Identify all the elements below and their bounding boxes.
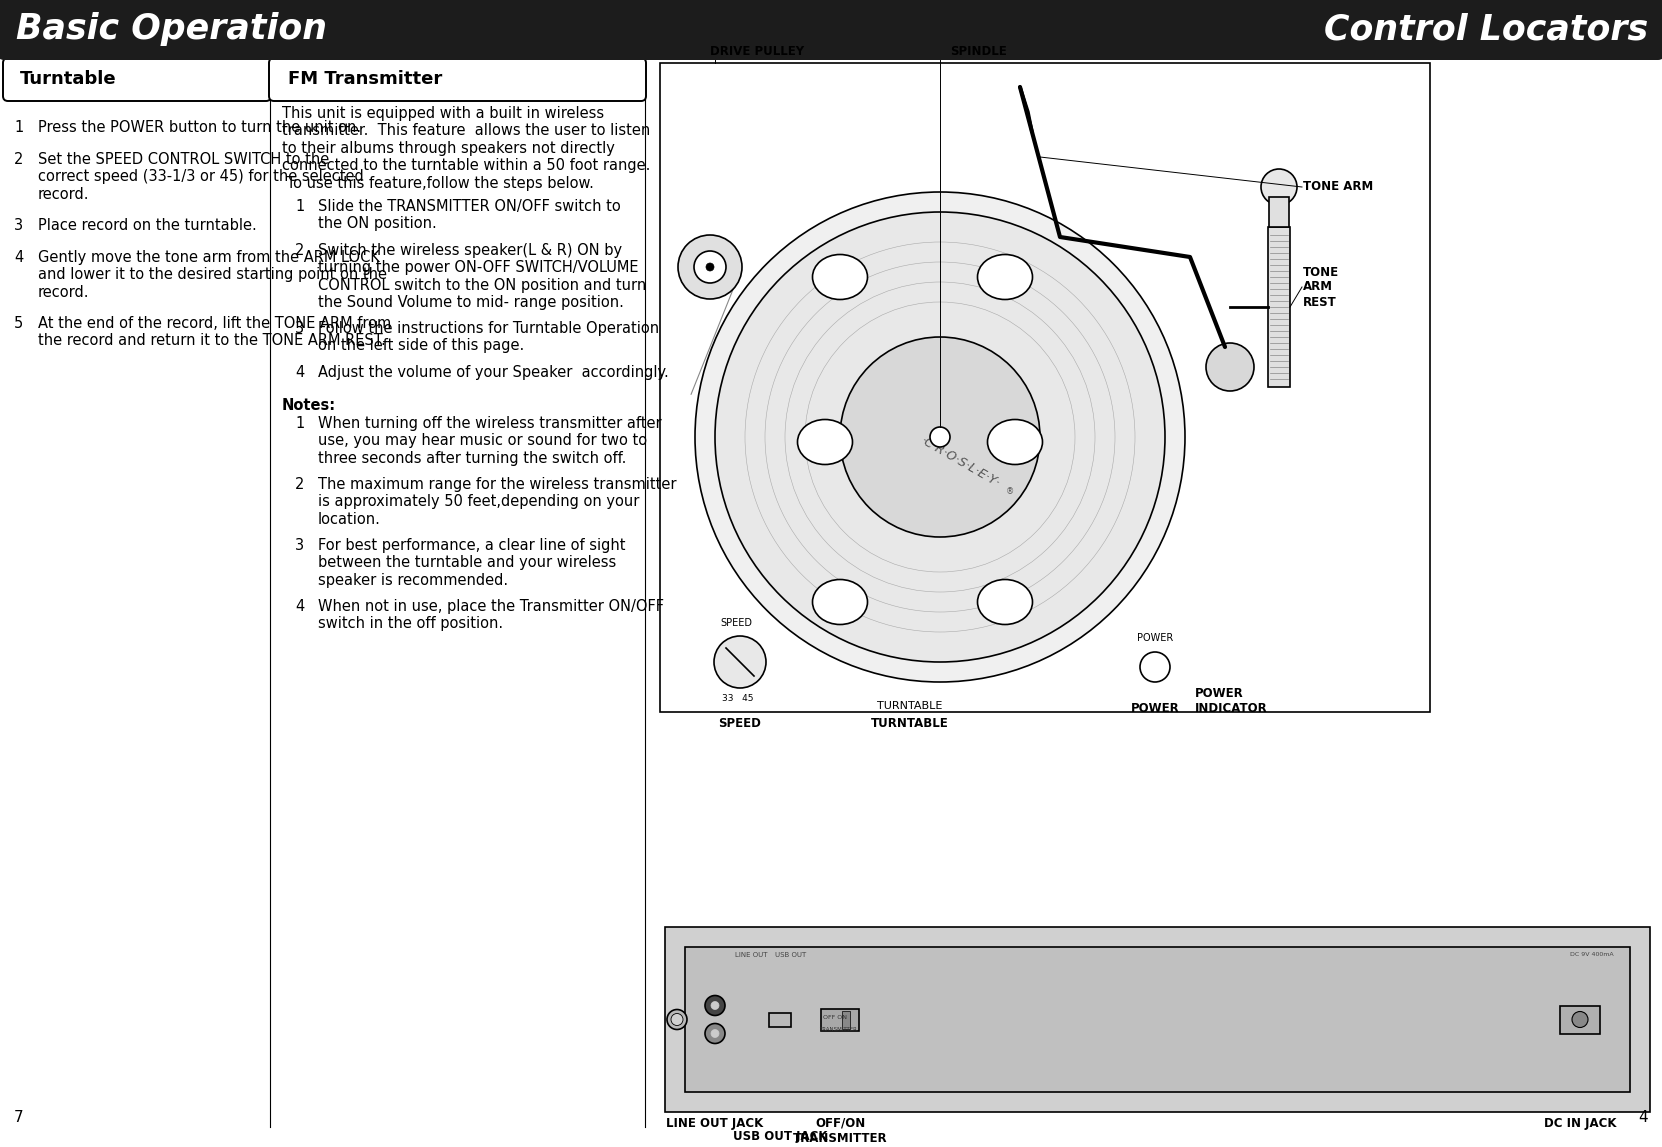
Text: POWER: POWER — [1130, 702, 1180, 715]
Bar — [665, 927, 1650, 1111]
Circle shape — [705, 996, 725, 1015]
Text: TONE ARM: TONE ARM — [1303, 180, 1373, 194]
FancyBboxPatch shape — [269, 58, 647, 101]
Bar — [660, 63, 1429, 712]
Text: Gently move the tone arm from the ARM LOCK
and lower it to the desired starting : Gently move the tone arm from the ARM LO… — [38, 250, 387, 299]
Bar — [1561, 1006, 1601, 1033]
Text: When turning off the wireless transmitter after
use, you may hear music or sound: When turning off the wireless transmitte… — [317, 416, 661, 466]
Circle shape — [839, 337, 1040, 537]
Text: 3: 3 — [13, 218, 23, 233]
Text: This unit is equipped with a built in wireless
transmitter.  This feature  allow: This unit is equipped with a built in wi… — [283, 106, 650, 190]
Text: Control Locators: Control Locators — [1325, 11, 1649, 46]
Text: 4: 4 — [294, 599, 304, 614]
Text: Switch the wireless speaker(L & R) ON by
turning the power ON-OFF SWITCH/VOLUME
: Switch the wireless speaker(L & R) ON by… — [317, 243, 647, 310]
Text: DC 9V 400mA: DC 9V 400mA — [1571, 952, 1614, 957]
Text: 2: 2 — [294, 477, 304, 492]
Text: TURNTABLE: TURNTABLE — [878, 701, 942, 711]
Text: POWER: POWER — [1137, 633, 1173, 643]
Text: 3: 3 — [294, 538, 304, 553]
Circle shape — [711, 1030, 720, 1038]
Bar — [685, 947, 1630, 1092]
Text: ®: ® — [1006, 487, 1014, 497]
Text: LINE OUT JACK: LINE OUT JACK — [666, 1117, 763, 1130]
Text: SPEED: SPEED — [720, 618, 751, 629]
Text: LINE OUT: LINE OUT — [735, 952, 768, 958]
Text: USB OUT: USB OUT — [774, 952, 806, 958]
Text: OFF/ON
TRANSMITTER: OFF/ON TRANSMITTER — [793, 1117, 888, 1145]
Ellipse shape — [798, 420, 853, 465]
Text: 4: 4 — [13, 250, 23, 265]
Text: POWER
INDICATOR: POWER INDICATOR — [1195, 687, 1268, 715]
Circle shape — [678, 235, 741, 299]
Circle shape — [671, 1014, 683, 1025]
Ellipse shape — [977, 579, 1032, 624]
Circle shape — [666, 1009, 686, 1030]
Circle shape — [695, 251, 726, 283]
Text: USB OUT JACK: USB OUT JACK — [733, 1130, 828, 1144]
Text: Notes:: Notes: — [283, 398, 336, 413]
Text: ·C·R·O·S·L·E·Y·: ·C·R·O·S·L·E·Y· — [917, 434, 1002, 490]
Bar — [770, 1013, 791, 1027]
Text: FM Transmitter: FM Transmitter — [288, 70, 442, 88]
Circle shape — [705, 1023, 725, 1044]
Bar — [843, 1011, 849, 1029]
Text: DC IN JACK: DC IN JACK — [1544, 1117, 1615, 1130]
Text: TRANSMITTER: TRANSMITTER — [819, 1027, 858, 1032]
Text: SPEED: SPEED — [718, 717, 761, 729]
Text: The maximum range for the wireless transmitter
is approximately 50 feet,dependin: The maximum range for the wireless trans… — [317, 477, 676, 526]
Circle shape — [715, 635, 766, 688]
Bar — [1268, 227, 1290, 387]
Text: Press the POWER button to turn the unit on.: Press the POWER button to turn the unit … — [38, 120, 361, 135]
Text: 3: 3 — [294, 321, 304, 336]
Text: DRIVE PULLEY: DRIVE PULLEY — [710, 45, 804, 58]
Ellipse shape — [977, 255, 1032, 299]
Circle shape — [1140, 651, 1170, 682]
Circle shape — [1261, 169, 1296, 205]
Circle shape — [711, 1001, 720, 1009]
Text: 7: 7 — [13, 1110, 23, 1125]
Text: 1: 1 — [294, 416, 304, 431]
Text: SPINDLE: SPINDLE — [951, 45, 1007, 58]
Text: Set the SPEED CONTROL SWITCH to the
correct speed (33-1/3 or 45) for the selecte: Set the SPEED CONTROL SWITCH to the corr… — [38, 153, 364, 202]
Text: Adjust the volume of your Speaker  accordingly.: Adjust the volume of your Speaker accord… — [317, 365, 668, 380]
Text: TONE
ARM
REST: TONE ARM REST — [1303, 265, 1340, 309]
Text: 2: 2 — [294, 243, 304, 258]
Circle shape — [695, 192, 1185, 682]
Circle shape — [715, 212, 1165, 662]
Circle shape — [1207, 343, 1255, 391]
Circle shape — [931, 427, 951, 447]
Text: 2: 2 — [13, 153, 23, 167]
Text: TURNTABLE: TURNTABLE — [871, 717, 949, 729]
FancyBboxPatch shape — [0, 0, 1662, 60]
Text: 5: 5 — [13, 317, 23, 331]
Text: Follow the instructions for Turntable Operation
on the left side of this page.: Follow the instructions for Turntable Op… — [317, 321, 660, 353]
Text: OFF ON: OFF ON — [823, 1015, 848, 1020]
Circle shape — [1572, 1012, 1587, 1028]
Circle shape — [706, 263, 715, 271]
Text: 1: 1 — [294, 198, 304, 214]
Text: 4: 4 — [294, 365, 304, 380]
FancyBboxPatch shape — [3, 58, 271, 101]
Text: At the end of the record, lift the TONE ARM from
the record and return it to the: At the end of the record, lift the TONE … — [38, 317, 391, 349]
Bar — [1270, 197, 1290, 227]
Text: For best performance, a clear line of sight
between the turntable and your wirel: For best performance, a clear line of si… — [317, 538, 643, 587]
Text: 33   45: 33 45 — [721, 694, 753, 703]
Text: 1: 1 — [13, 120, 23, 135]
Text: Place record on the turntable.: Place record on the turntable. — [38, 218, 256, 233]
Ellipse shape — [813, 255, 868, 299]
Text: Slide the TRANSMITTER ON/OFF switch to
the ON position.: Slide the TRANSMITTER ON/OFF switch to t… — [317, 198, 620, 232]
Text: Turntable: Turntable — [20, 70, 116, 88]
Text: When not in use, place the Transmitter ON/OFF
switch in the off position.: When not in use, place the Transmitter O… — [317, 599, 665, 631]
Ellipse shape — [813, 579, 868, 624]
Bar — [821, 1008, 859, 1030]
Ellipse shape — [987, 420, 1042, 465]
Text: Basic Operation: Basic Operation — [17, 11, 327, 46]
Text: 4: 4 — [1639, 1110, 1649, 1125]
